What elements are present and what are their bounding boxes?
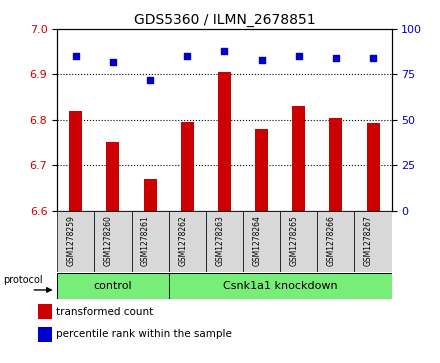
Bar [243,211,280,272]
Bar [57,273,169,299]
Bar [106,142,119,211]
Text: GSM1278262: GSM1278262 [178,216,187,266]
Text: transformed count: transformed count [56,307,153,317]
Bar [94,211,132,272]
Bar [181,122,194,211]
Bar [330,118,342,211]
Point [221,48,228,54]
Bar [132,211,169,272]
Bar [280,211,317,272]
Bar [57,211,94,272]
Point [72,53,79,59]
Text: Csnk1a1 knockdown: Csnk1a1 knockdown [223,281,337,291]
Point [147,77,154,83]
Text: percentile rank within the sample: percentile rank within the sample [56,329,231,339]
Text: control: control [94,281,132,291]
Text: GSM1278260: GSM1278260 [104,216,113,266]
Point [110,59,117,65]
Text: GSM1278266: GSM1278266 [327,216,336,266]
Bar [38,304,52,319]
Bar [317,211,355,272]
Text: GSM1278263: GSM1278263 [216,216,224,266]
Bar [69,111,82,211]
Point [370,55,377,61]
Bar [292,106,305,211]
Bar [169,273,392,299]
Bar [143,179,157,211]
Title: GDS5360 / ILMN_2678851: GDS5360 / ILMN_2678851 [134,13,315,26]
Text: GSM1278267: GSM1278267 [364,216,373,266]
Text: GSM1278264: GSM1278264 [253,216,261,266]
Bar [169,211,206,272]
Text: protocol: protocol [3,275,43,285]
Bar [38,327,52,342]
Bar [367,123,380,211]
Text: GSM1278265: GSM1278265 [290,216,299,266]
Text: GSM1278261: GSM1278261 [141,216,150,266]
Bar [355,211,392,272]
Point [258,57,265,63]
Point [295,53,302,59]
Point [332,55,339,61]
Point [184,53,191,59]
Bar [218,72,231,211]
Bar [255,129,268,211]
Text: GSM1278259: GSM1278259 [67,216,76,266]
Bar [206,211,243,272]
